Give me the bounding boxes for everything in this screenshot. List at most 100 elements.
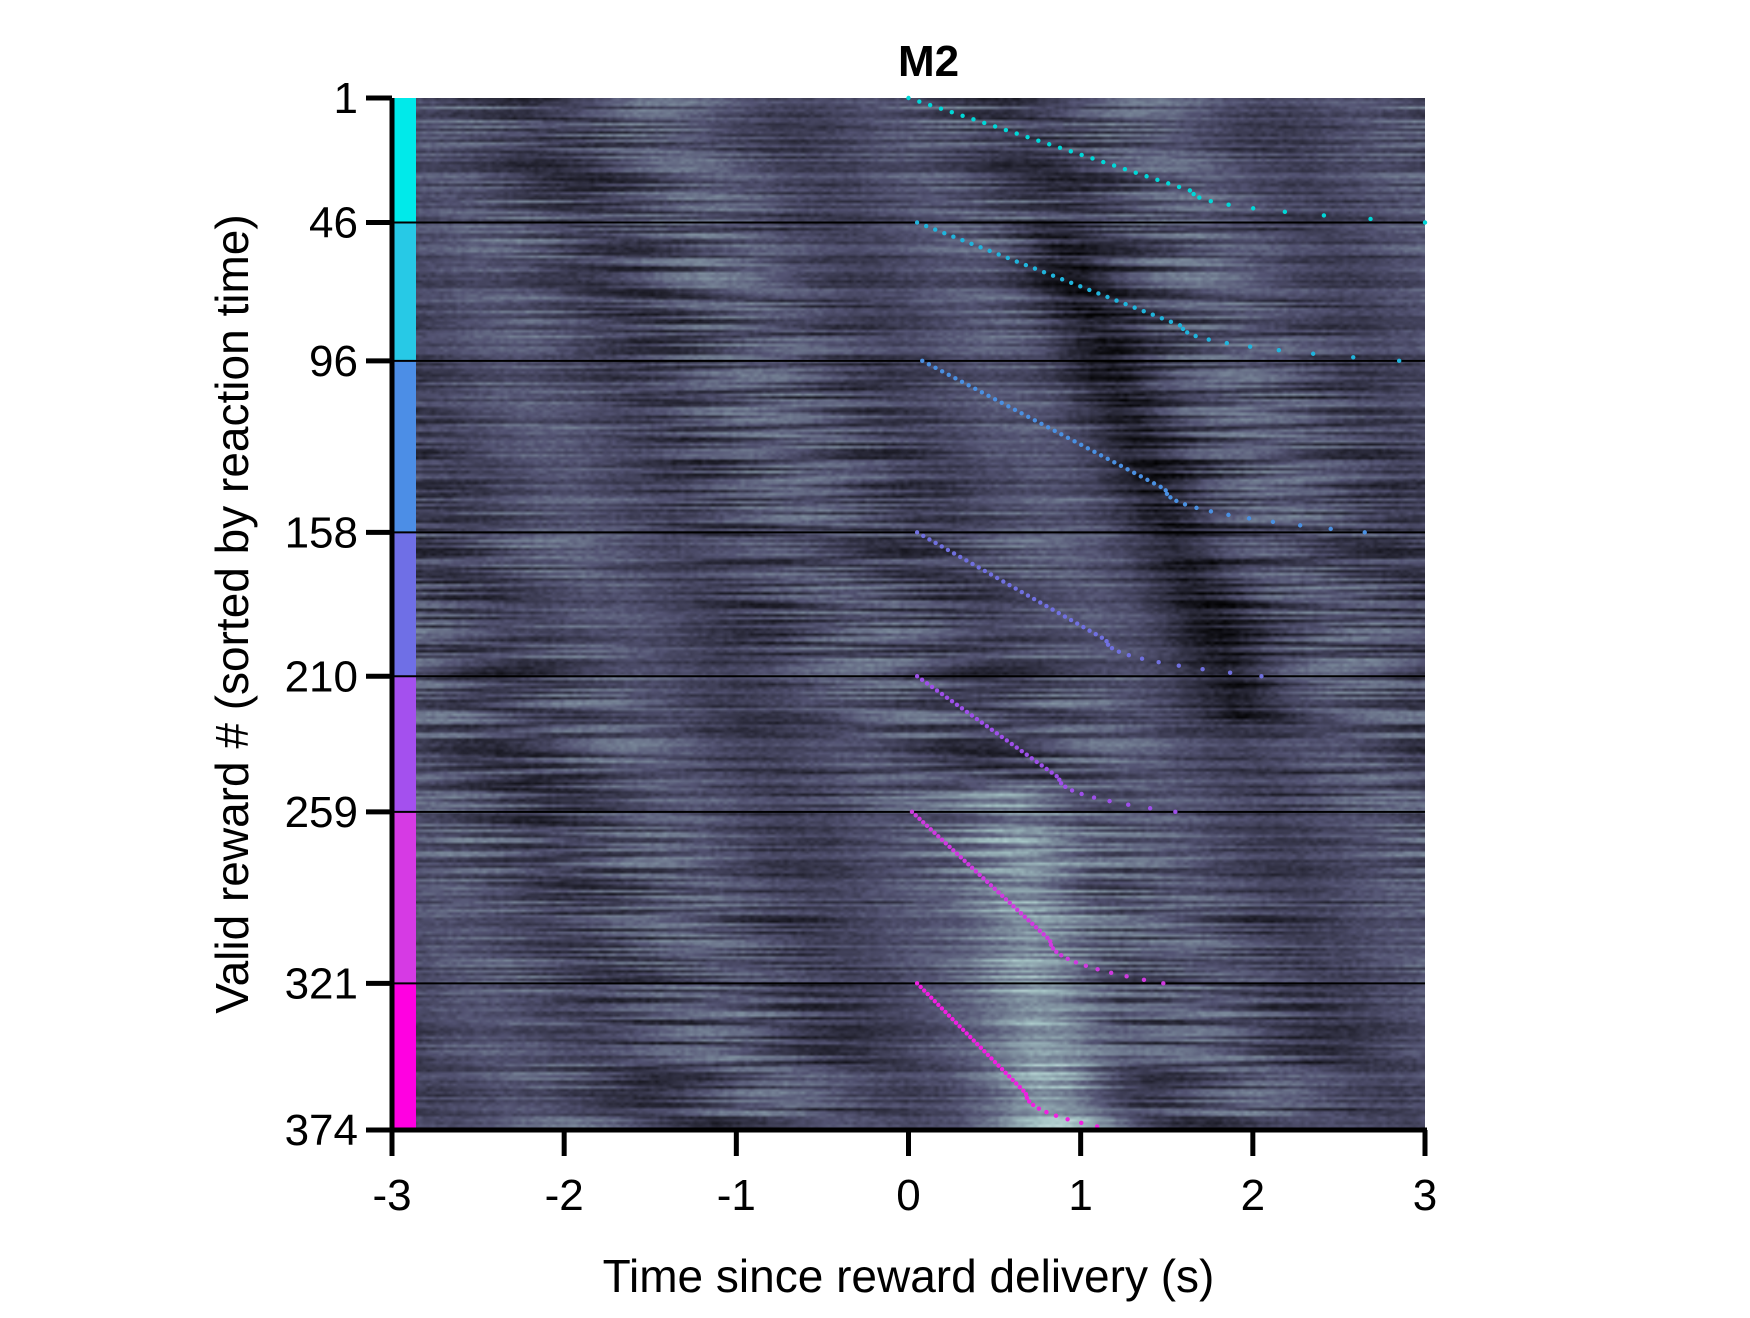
reaction-time-marker	[1187, 188, 1193, 193]
reaction-time-marker	[1259, 674, 1264, 679]
reaction-time-marker	[938, 106, 944, 111]
reaction-time-marker	[1180, 326, 1186, 332]
reaction-time-marker	[1054, 773, 1059, 779]
reaction-time-marker	[1068, 617, 1074, 623]
reaction-time-marker	[964, 709, 970, 715]
reaction-time-marker	[1107, 798, 1112, 804]
x-tick-label: 2	[1241, 1171, 1265, 1220]
reaction-time-marker	[959, 379, 965, 385]
reaction-time-marker	[979, 390, 985, 395]
reaction-time-marker	[1174, 498, 1179, 504]
reaction-time-marker	[1226, 512, 1231, 518]
reaction-time-marker	[943, 841, 949, 846]
reaction-time-marker	[959, 706, 965, 711]
reaction-time-marker	[1116, 649, 1122, 654]
reaction-time-marker	[921, 988, 927, 993]
reaction-time-marker	[974, 716, 980, 722]
reaction-time-marker	[969, 865, 975, 871]
group-color-bar	[392, 98, 1425, 1130]
reaction-time-marker	[1108, 970, 1114, 976]
reaction-time-marker	[1025, 593, 1031, 598]
reaction-time-marker	[1099, 635, 1105, 640]
reaction-time-marker	[982, 568, 988, 574]
reaction-time-marker	[1069, 788, 1075, 793]
reaction-time-marker	[933, 227, 938, 232]
reaction-time-marker	[1351, 355, 1356, 360]
reaction-time-marker	[925, 991, 930, 997]
reaction-time-marker	[964, 1031, 969, 1036]
reaction-time-marker	[1037, 928, 1043, 934]
group-bar-segment	[392, 222, 416, 361]
reaction-time-marker	[1062, 614, 1068, 619]
reaction-time-marker	[968, 1034, 973, 1040]
reaction-time-marker	[934, 688, 940, 693]
group-bar-segment	[392, 983, 416, 1130]
reaction-time-marker	[1011, 904, 1016, 909]
reaction-time-marker	[921, 820, 926, 825]
reaction-time-marker	[914, 674, 920, 679]
reaction-time-marker	[1310, 351, 1316, 356]
reaction-time-marker	[1036, 1106, 1042, 1111]
reaction-time-marker	[1039, 763, 1044, 768]
reaction-time-marker	[1019, 748, 1024, 754]
reaction-time-marker	[977, 872, 982, 878]
reaction-time-marker	[1001, 579, 1006, 584]
reaction-time-marker	[1194, 505, 1199, 511]
reaction-time-marker	[1014, 259, 1020, 264]
reaction-time-marker	[1282, 209, 1288, 215]
reaction-time-marker	[1015, 907, 1020, 913]
reaction-time-marker	[933, 365, 938, 371]
reaction-time-marker	[945, 547, 951, 553]
y-tick-label: 1	[334, 74, 358, 123]
reaction-time-marker	[1185, 330, 1190, 335]
reaction-time-marker	[1182, 502, 1188, 507]
reaction-time-marker	[958, 855, 964, 860]
reaction-time-marker	[1118, 463, 1124, 469]
reaction-time-marker	[1177, 323, 1183, 328]
reaction-time-marker	[1085, 446, 1091, 451]
reaction-time-marker	[1056, 610, 1061, 616]
reaction-time-marker	[1138, 474, 1143, 479]
reaction-time-marker	[1087, 628, 1092, 633]
reaction-time-marker	[1161, 981, 1166, 986]
reaction-time-marker	[1126, 802, 1131, 807]
heatmap-image	[392, 98, 1425, 1130]
reaction-time-marker	[1004, 738, 1010, 743]
reaction-time-marker	[960, 113, 965, 118]
reaction-time-marker	[1125, 467, 1130, 472]
y-tick-label: 158	[285, 508, 358, 557]
reaction-time-marker	[971, 117, 976, 122]
reaction-time-marker	[1321, 213, 1327, 218]
reaction-time-marker	[988, 883, 994, 888]
reaction-time-marker	[1126, 652, 1132, 658]
reaction-time-marker	[992, 886, 997, 892]
x-tick-label: 0	[896, 1171, 920, 1220]
reaction-time-marker	[1297, 523, 1303, 528]
reaction-time-marker	[1003, 897, 1009, 902]
reaction-time-marker	[939, 1006, 945, 1011]
reaction-time-marker	[1068, 149, 1074, 154]
reaction-time-marker	[1083, 963, 1089, 969]
reaction-time-marker	[944, 695, 950, 700]
reaction-time-marker	[1034, 759, 1039, 765]
reaction-time-marker	[954, 851, 960, 857]
reaction-time-marker	[1052, 428, 1057, 434]
reaction-time-marker	[1422, 220, 1428, 225]
reaction-time-marker	[932, 999, 938, 1004]
reaction-time-marker	[1096, 291, 1101, 296]
reaction-time-marker	[1041, 932, 1046, 937]
reaction-time-marker	[1092, 449, 1097, 455]
reaction-time-marker	[1014, 131, 1019, 136]
reaction-time-marker	[969, 713, 975, 718]
reaction-time-marker	[1208, 198, 1213, 204]
reaction-time-marker	[1014, 745, 1019, 750]
reaction-time-marker	[928, 827, 933, 832]
reaction-time-marker	[926, 362, 932, 367]
reaction-time-marker	[1065, 435, 1071, 441]
y-axis-label: Valid reward # (sorted by reaction time)	[206, 214, 258, 1013]
reaction-time-marker	[1246, 516, 1252, 521]
y-tick-label: 210	[285, 652, 358, 701]
reaction-time-marker	[1030, 921, 1035, 927]
reaction-time-marker	[1059, 277, 1065, 282]
